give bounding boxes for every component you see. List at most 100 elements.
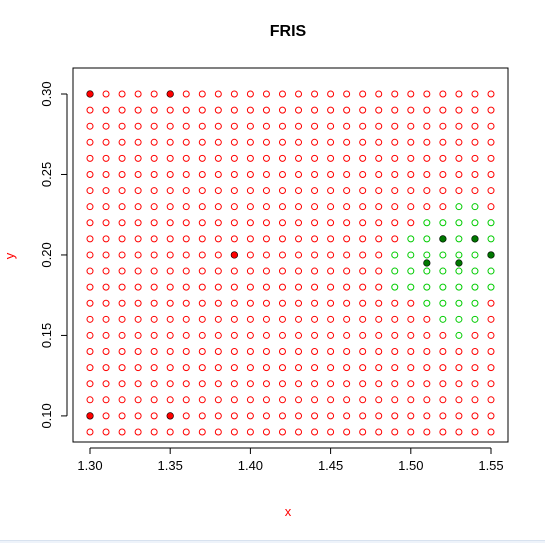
grid-point	[423, 170, 431, 178]
grid-point	[150, 219, 158, 227]
grid-point	[278, 348, 286, 356]
grid-point	[214, 187, 222, 195]
grid-point	[262, 267, 270, 275]
grid-point	[471, 106, 479, 114]
grid-point	[359, 315, 367, 323]
grid-point	[118, 396, 126, 404]
grid-point	[182, 348, 190, 356]
grid-point	[343, 90, 351, 98]
grid-point	[262, 331, 270, 339]
grid-point	[230, 412, 238, 420]
grid-point	[102, 299, 110, 307]
grid-point	[327, 219, 335, 227]
grid-point	[439, 428, 447, 436]
grid-point	[150, 154, 158, 162]
grid-point	[102, 170, 110, 178]
grid-point	[295, 122, 303, 130]
grid-point	[455, 380, 463, 388]
grid-point	[487, 203, 495, 211]
grid-point	[134, 364, 142, 372]
grid-point	[375, 235, 383, 243]
grid-point	[118, 412, 126, 420]
grid-point	[375, 364, 383, 372]
grid-point	[150, 364, 158, 372]
grid-point	[439, 331, 447, 339]
grid-point	[423, 106, 431, 114]
grid-point	[262, 315, 270, 323]
grid-point	[423, 364, 431, 372]
grid-point	[86, 283, 94, 291]
grid-point	[230, 348, 238, 356]
grid-point	[134, 251, 142, 259]
grid-point	[391, 315, 399, 323]
grid-point	[86, 348, 94, 356]
grid-point	[214, 251, 222, 259]
grid-point	[407, 299, 415, 307]
grid-point	[439, 138, 447, 146]
grid-point	[150, 428, 158, 436]
grid-point	[246, 412, 254, 420]
grid-point	[182, 219, 190, 227]
grid-point	[375, 203, 383, 211]
grid-point	[134, 428, 142, 436]
grid-point	[246, 235, 254, 243]
grid-point	[134, 331, 142, 339]
grid-point	[343, 283, 351, 291]
grid-point	[375, 138, 383, 146]
grid-point	[198, 283, 206, 291]
grid-point	[455, 251, 463, 259]
grid-point	[359, 138, 367, 146]
grid-point	[343, 380, 351, 388]
grid-point	[423, 203, 431, 211]
grid-point	[311, 299, 319, 307]
grid-point	[359, 428, 367, 436]
grid-point	[359, 90, 367, 98]
grid-point	[439, 348, 447, 356]
grid-point	[278, 154, 286, 162]
grid-point	[359, 348, 367, 356]
grid-point	[359, 122, 367, 130]
grid-point	[343, 106, 351, 114]
grid-point	[86, 154, 94, 162]
grid-point	[102, 380, 110, 388]
grid-point	[278, 235, 286, 243]
grid-point	[262, 299, 270, 307]
grid-point	[455, 348, 463, 356]
grid-point	[214, 203, 222, 211]
grid-point	[359, 396, 367, 404]
grid-point	[359, 331, 367, 339]
data-point-red	[166, 412, 174, 420]
grid-point	[471, 364, 479, 372]
grid-point	[295, 138, 303, 146]
grid-points-layer	[86, 90, 495, 436]
grid-point	[214, 315, 222, 323]
grid-point	[471, 331, 479, 339]
grid-point	[423, 428, 431, 436]
grid-point	[327, 267, 335, 275]
grid-point	[311, 90, 319, 98]
grid-point	[230, 380, 238, 388]
grid-point	[118, 219, 126, 227]
grid-point	[102, 412, 110, 420]
grid-point	[118, 203, 126, 211]
grid-point	[487, 396, 495, 404]
grid-point	[407, 412, 415, 420]
grid-point	[359, 106, 367, 114]
grid-point	[150, 331, 158, 339]
grid-point	[262, 251, 270, 259]
grid-point	[327, 315, 335, 323]
grid-point	[182, 187, 190, 195]
grid-point	[327, 138, 335, 146]
data-point-green	[487, 251, 495, 259]
grid-point	[439, 412, 447, 420]
grid-point	[246, 283, 254, 291]
grid-point	[295, 315, 303, 323]
grid-point	[391, 251, 399, 259]
grid-point	[134, 396, 142, 404]
grid-point	[311, 364, 319, 372]
grid-point	[295, 154, 303, 162]
grid-point	[278, 364, 286, 372]
grid-point	[86, 299, 94, 307]
grid-point	[262, 90, 270, 98]
grid-point	[407, 219, 415, 227]
